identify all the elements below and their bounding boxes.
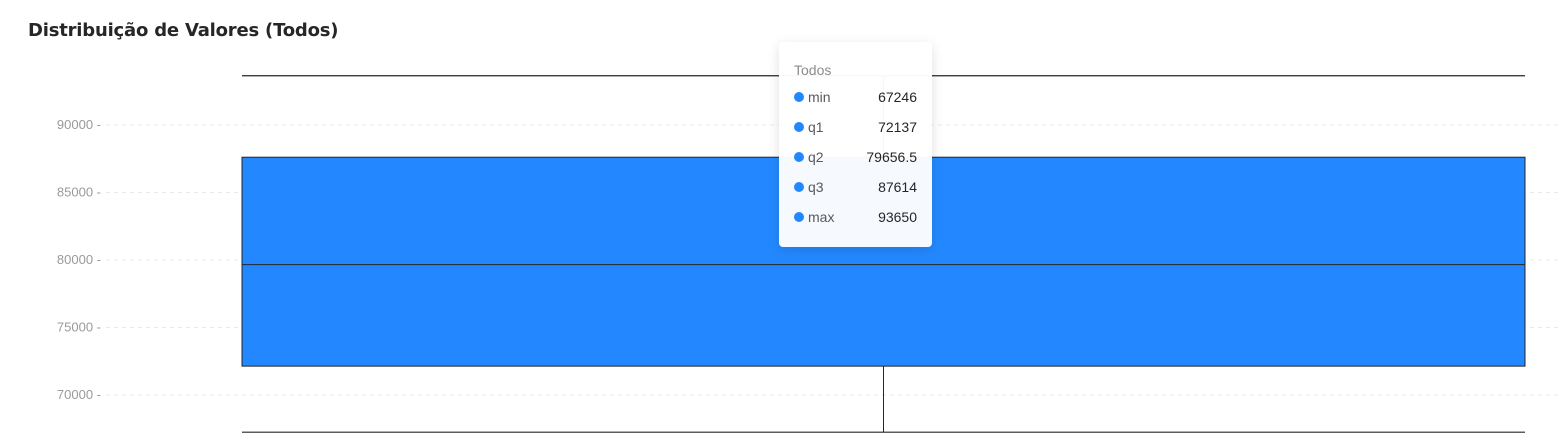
y-tick-label: 85000 - bbox=[57, 185, 101, 200]
y-tick-label: 75000 - bbox=[57, 320, 101, 335]
series-dot-icon bbox=[794, 92, 804, 102]
series-dot-icon bbox=[794, 182, 804, 192]
tooltip-label: min bbox=[808, 89, 831, 105]
y-tick-label: 90000 - bbox=[57, 117, 101, 132]
tooltip-row-max: max 93650 bbox=[794, 202, 917, 232]
tooltip-value: 93650 bbox=[878, 209, 917, 225]
tooltip-row-min: min 67246 bbox=[794, 82, 917, 112]
series-dot-icon bbox=[794, 152, 804, 162]
tooltip-row-q2: q2 79656.5 bbox=[794, 142, 917, 172]
tooltip-value: 79656.5 bbox=[866, 149, 917, 165]
tooltip-label: max bbox=[808, 209, 835, 225]
y-tick-label: 80000 - bbox=[57, 252, 101, 267]
series-dot-icon bbox=[794, 122, 804, 132]
tooltip-label: q1 bbox=[808, 119, 824, 135]
chart-title: Distribuição de Valores (Todos) bbox=[28, 20, 339, 41]
tooltip-value: 72137 bbox=[878, 119, 917, 135]
tooltip-value: 87614 bbox=[878, 179, 917, 195]
tooltip-label: q2 bbox=[808, 149, 824, 165]
tooltip-row-q1: q1 72137 bbox=[794, 112, 917, 142]
y-tick-label: 70000 - bbox=[57, 387, 101, 402]
tooltip-title: Todos bbox=[794, 62, 832, 78]
tooltip-label: q3 bbox=[808, 179, 824, 195]
tooltip-value: 67246 bbox=[878, 89, 917, 105]
tooltip-row-q3: q3 87614 bbox=[794, 172, 917, 202]
tooltip: Todos min 67246 q1 72137 q2 79656.5 q3 8… bbox=[779, 42, 932, 247]
series-dot-icon bbox=[794, 212, 804, 222]
